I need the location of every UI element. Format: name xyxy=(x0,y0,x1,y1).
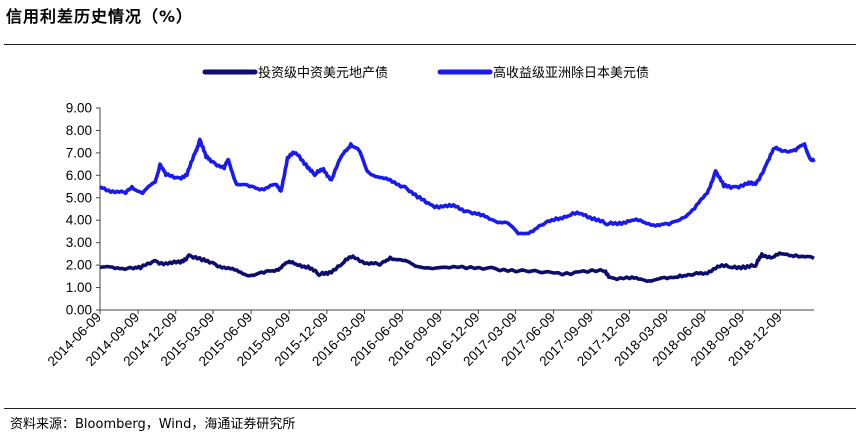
x-axis: 2014-06-092014-09-092014-12-092015-03-09… xyxy=(45,309,814,369)
y-tick-label: 9.00 xyxy=(66,101,92,116)
y-tick-label: 5.00 xyxy=(66,190,92,205)
series-layer xyxy=(98,137,816,284)
y-tick-label: 2.00 xyxy=(66,258,92,273)
legend: 投资级中资美元地产债 高收益级亚洲除日本美元债 xyxy=(202,65,649,80)
y-tick-label: 0.00 xyxy=(66,303,92,318)
series-line-1 xyxy=(99,251,815,284)
y-tick-label: 7.00 xyxy=(66,145,92,160)
title-divider xyxy=(4,44,856,45)
source-divider xyxy=(4,408,856,409)
y-axis: 0.00 1.00 2.00 3.00 4.00 5.00 6.00 7.00 8.00 9.00 xyxy=(66,101,101,318)
y-tick-label: 1.00 xyxy=(66,280,92,295)
legend-label-1: 投资级中资美元地产债 xyxy=(258,65,388,80)
y-tick-label: 3.00 xyxy=(66,235,92,250)
series-line-2 xyxy=(98,137,816,236)
y-tick-label: 6.00 xyxy=(66,168,92,183)
source-note: 资料来源：Bloomberg，Wind，海通证券研究所 xyxy=(10,417,296,432)
credit-spread-chart: 投资级中资美元地产债 高收益级亚洲除日本美元债 0.00 1.00 2.00 3.00 4… xyxy=(45,65,816,369)
legend-label-2: 高收益级亚洲除日本美元债 xyxy=(493,65,649,80)
y-tick-label: 8.00 xyxy=(66,123,92,138)
page-title: 信用利差历史情况（%） xyxy=(6,7,194,26)
y-tick-label: 4.00 xyxy=(66,213,92,228)
